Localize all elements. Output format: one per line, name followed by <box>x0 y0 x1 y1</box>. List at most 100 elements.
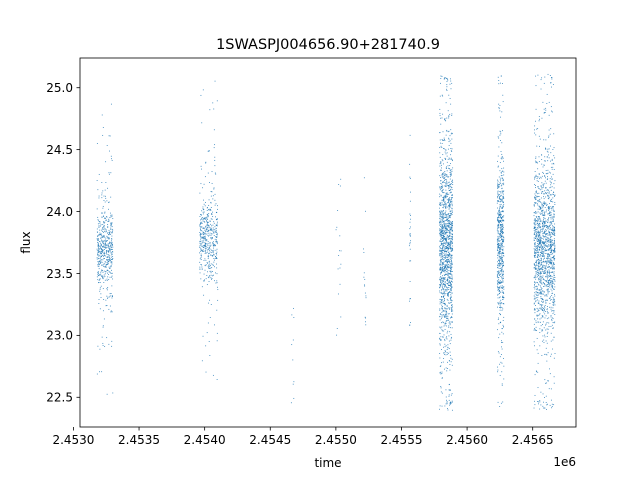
data-point <box>497 190 499 192</box>
data-point <box>448 225 450 226</box>
data-point <box>106 256 108 258</box>
data-point <box>534 308 536 309</box>
data-point <box>449 215 451 217</box>
data-point <box>101 212 102 214</box>
data-point <box>540 267 542 269</box>
data-point <box>501 238 503 240</box>
data-point <box>542 335 544 337</box>
data-point <box>548 231 550 233</box>
data-point <box>498 275 500 276</box>
data-point <box>449 200 451 202</box>
data-point <box>550 212 552 214</box>
data-point <box>110 231 112 233</box>
data-point <box>500 258 502 260</box>
data-point <box>439 247 441 249</box>
data-point <box>500 307 502 309</box>
data-point <box>209 265 211 267</box>
data-point <box>539 217 541 219</box>
data-point <box>211 225 213 227</box>
data-point <box>363 177 365 179</box>
data-point <box>108 243 110 245</box>
data-point <box>204 217 206 219</box>
data-point <box>409 233 411 234</box>
data-point <box>498 270 500 272</box>
data-point <box>548 258 550 260</box>
data-point <box>550 207 552 209</box>
data-point <box>207 249 208 251</box>
data-point <box>540 247 542 249</box>
data-point <box>498 260 500 262</box>
data-point <box>446 130 448 132</box>
data-point <box>549 215 550 216</box>
data-point <box>533 267 535 269</box>
data-point <box>550 166 552 168</box>
data-point <box>548 195 550 197</box>
data-point <box>449 285 451 287</box>
data-point <box>446 370 448 372</box>
data-point <box>538 231 540 233</box>
data-point <box>501 246 503 248</box>
data-point <box>110 223 112 225</box>
data-point <box>545 220 547 222</box>
data-point <box>501 270 503 272</box>
data-point <box>452 306 453 308</box>
data-point <box>500 267 501 269</box>
data-point <box>449 402 451 404</box>
data-point <box>546 193 548 195</box>
data-point <box>553 288 555 290</box>
data-point <box>209 246 210 248</box>
data-point <box>203 233 205 235</box>
data-point <box>439 108 441 110</box>
data-point <box>207 322 209 324</box>
data-point <box>211 233 213 235</box>
data-point <box>536 161 537 163</box>
data-point <box>503 288 505 290</box>
data-point <box>545 160 546 162</box>
data-point <box>97 216 99 218</box>
data-point <box>498 247 500 248</box>
data-point <box>540 154 542 156</box>
data-point <box>499 134 501 136</box>
data-point <box>545 265 546 267</box>
data-point <box>450 247 451 249</box>
data-point <box>106 289 108 291</box>
data-point <box>444 286 445 288</box>
data-point <box>500 273 502 275</box>
data-point <box>97 245 99 247</box>
data-point <box>106 295 108 297</box>
data-point <box>204 176 206 178</box>
data-point <box>550 234 552 236</box>
data-point <box>450 271 451 273</box>
data-point <box>105 219 107 221</box>
data-point <box>553 229 555 231</box>
data-point <box>100 248 102 249</box>
data-point <box>199 227 201 229</box>
data-point <box>446 264 448 266</box>
data-point <box>107 256 109 258</box>
data-point <box>498 222 500 224</box>
data-point <box>448 322 450 324</box>
data-point <box>451 266 452 268</box>
data-point <box>446 246 448 248</box>
data-point <box>209 241 211 243</box>
data-point <box>538 300 540 302</box>
data-point <box>542 309 544 311</box>
data-point <box>552 307 554 309</box>
data-point <box>335 229 337 231</box>
data-point <box>200 240 202 242</box>
data-point <box>536 311 538 313</box>
data-point <box>542 304 544 306</box>
data-point <box>539 332 541 333</box>
data-point <box>444 195 446 197</box>
data-point <box>544 111 546 113</box>
data-point <box>501 277 503 279</box>
data-point <box>450 241 452 243</box>
data-point <box>446 247 448 249</box>
data-point <box>445 158 447 160</box>
data-point <box>446 170 448 172</box>
data-point <box>444 254 446 256</box>
data-point <box>445 354 447 356</box>
data-point <box>446 308 448 310</box>
data-point <box>498 220 500 222</box>
data-point <box>446 225 448 227</box>
